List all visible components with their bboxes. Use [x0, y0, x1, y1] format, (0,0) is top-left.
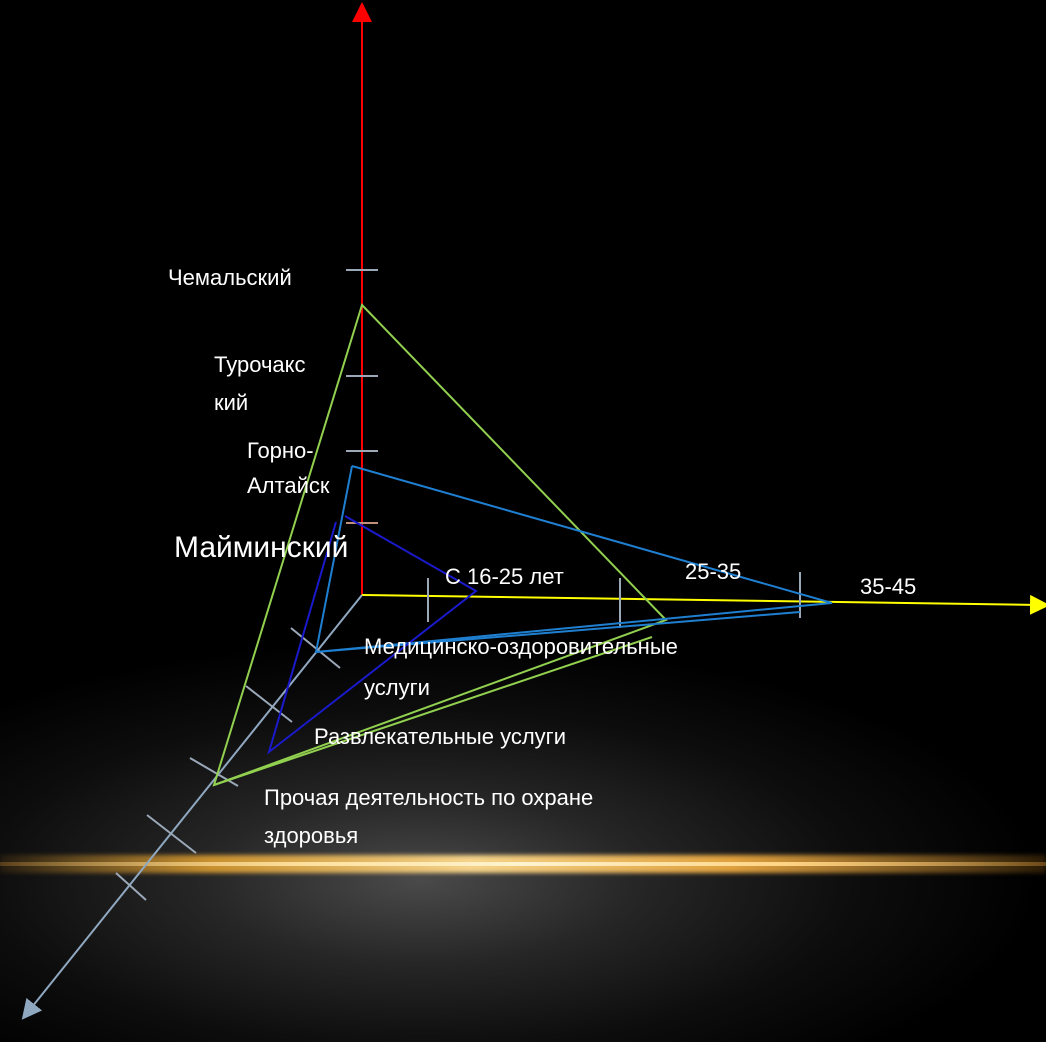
horizon-glow-core [0, 862, 1046, 866]
green-triangle [212, 303, 668, 787]
diagonal-axis [21, 594, 363, 1020]
label-age-25-35: 25-35 [685, 559, 742, 584]
label-age-16-25: С 16-25 лет [445, 564, 564, 589]
label-gorno-altaysk-line2: Алтайск [247, 473, 330, 498]
diagonal-tick-2 [245, 685, 293, 723]
horizontal-axis [361, 594, 1046, 615]
label-mayminsky: Майминский [174, 531, 349, 564]
label-turochaksky-part1: Турочак [214, 352, 295, 377]
label-gorno-altaysk-line1: Горно- [247, 438, 314, 463]
label-age-35-45: 35-45 [860, 574, 917, 599]
navy-triangle [267, 515, 478, 755]
diagonal-tick-5 [115, 872, 147, 901]
label-other-line1: Прочая деятельность по охране [264, 785, 594, 810]
label-turochaksky-part2: с [294, 352, 306, 377]
blue-triangle-base [315, 611, 801, 653]
label-medical-line2: услуги [364, 675, 430, 700]
label-other-line2: здоровья [264, 823, 359, 848]
label-chemalsky: Чемальский [168, 265, 292, 290]
label-medical-line1: Медицинско-оздоровительные [364, 634, 678, 659]
label-entertainment: Развлекательные услуги [314, 724, 566, 749]
diagonal-tick-1 [290, 627, 341, 669]
blue-triangle [314, 465, 833, 654]
label-turochaksky-line2: кий [214, 390, 249, 415]
green-triangle-side [213, 636, 653, 786]
label-turochaksky: Турочакс [214, 351, 306, 379]
diagonal-tick-4 [146, 814, 197, 854]
diagonal-tick-3 [189, 757, 239, 787]
